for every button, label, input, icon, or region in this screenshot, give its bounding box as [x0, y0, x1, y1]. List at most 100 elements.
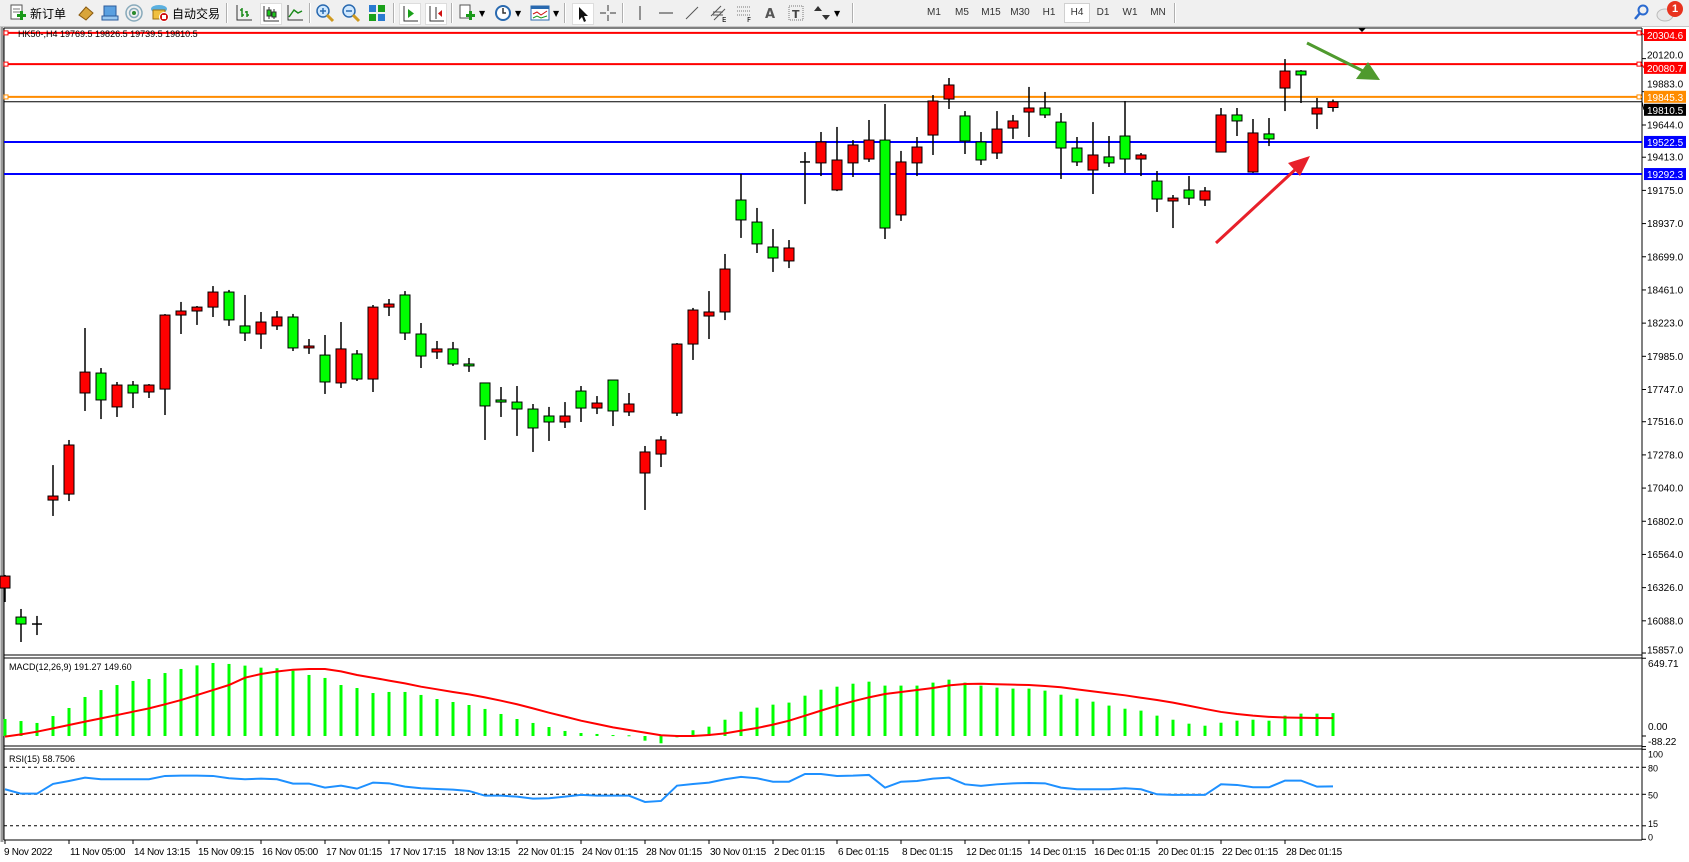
time-label: 18 Nov 13:15 — [454, 847, 511, 858]
candle-body — [239, 325, 251, 334]
candle-body — [223, 291, 235, 321]
time-label: 17 Nov 17:15 — [390, 847, 447, 858]
level-price-label: 20304.6 — [1647, 31, 1684, 42]
chevron-down-icon[interactable]: ▼ — [515, 8, 522, 18]
price-chart[interactable]: 20120.0 19883.0 19644.0 19413.0 19175.0 18937… — [0, 27, 1689, 862]
macd-histogram-bar — [291, 670, 295, 736]
toolbar-separator — [852, 3, 854, 23]
label-leader — [1641, 101, 1645, 110]
timeframe-m15[interactable]: M15 — [981, 7, 1001, 18]
market-watch-button[interactable] — [76, 3, 96, 23]
chart-shift-marker[interactable] — [1358, 28, 1366, 32]
tile-windows-button[interactable] — [367, 3, 387, 23]
candle-body — [559, 415, 571, 423]
candle-body — [671, 343, 683, 414]
macd-histogram-bar — [419, 694, 423, 736]
candle-body — [95, 372, 107, 401]
candle-body — [1103, 156, 1115, 164]
indicators-button[interactable]: ▼ — [457, 3, 485, 23]
macd-histogram-bar — [819, 689, 823, 736]
price-tick-label: 16088.0 — [1647, 616, 1684, 627]
new-order-label: 新订单 — [30, 6, 67, 21]
macd-histogram-bar — [115, 685, 119, 736]
trendline-button[interactable] — [682, 3, 702, 23]
candle-body — [783, 247, 795, 262]
chevron-down-icon[interactable]: ▼ — [479, 8, 486, 18]
line-anchor-handle[interactable] — [3, 30, 9, 36]
templates-button[interactable]: ▼ — [529, 3, 559, 23]
horizontal-line-button[interactable] — [656, 3, 676, 23]
line-anchor-handle[interactable] — [1636, 94, 1642, 100]
auto-scroll-button[interactable] — [399, 3, 421, 25]
candle-body — [735, 199, 747, 221]
zoom-in-button[interactable] — [315, 3, 335, 23]
search-button[interactable] — [1632, 3, 1650, 23]
price-tick-label: 18699.0 — [1647, 252, 1684, 263]
text-button[interactable]: A — [760, 3, 780, 23]
candle-body — [127, 384, 139, 394]
crosshair-button[interactable] — [598, 3, 618, 23]
chart-shift-button[interactable] — [425, 3, 447, 25]
timeframe-d1[interactable]: D1 — [1096, 7, 1110, 18]
candle-body — [703, 311, 715, 317]
fibonacci-button[interactable]: F — [734, 3, 754, 23]
timeframe-mn[interactable]: MN — [1150, 7, 1166, 18]
macd-axis-label: 649.71 — [1648, 659, 1679, 670]
timeframe-h4[interactable]: H4 — [1064, 3, 1090, 23]
macd-histogram-bar — [563, 730, 567, 736]
candle-body — [543, 415, 555, 423]
macd-histogram-bar — [3, 719, 7, 736]
navigator-button[interactable] — [124, 3, 144, 23]
chevron-down-icon[interactable]: ▼ — [834, 8, 841, 18]
periods-button[interactable]: ▼ — [493, 3, 521, 23]
notification-badge: 1 — [1667, 1, 1683, 17]
equidistant-channel-button[interactable]: E — [708, 3, 728, 23]
macd-histogram-bar — [1091, 701, 1095, 736]
time-label: 8 Dec 01:15 — [902, 847, 953, 858]
timeframe-m1[interactable]: M1 — [927, 7, 941, 18]
candle-body — [655, 439, 667, 455]
macd-histogram-bar — [467, 705, 471, 736]
price-tick-label: 18937.0 — [1647, 219, 1684, 230]
new-order-button[interactable]: 新订单 — [8, 3, 66, 23]
text-label-button[interactable]: T — [786, 3, 806, 23]
timeframe-h1[interactable]: H1 — [1042, 7, 1056, 18]
line-anchor-handle[interactable] — [3, 94, 9, 100]
macd-histogram-bar — [867, 681, 871, 736]
price-tick-label: 15857.0 — [1647, 646, 1684, 657]
candle-body — [367, 306, 379, 380]
auto-trading-button[interactable]: 自动交易 — [150, 3, 220, 23]
candle-body — [175, 310, 187, 316]
line-anchor-handle[interactable] — [3, 61, 9, 67]
candlestick-button[interactable] — [260, 3, 282, 25]
macd-histogram-bar — [131, 680, 135, 736]
timeframe-m30[interactable]: M30 — [1010, 7, 1030, 18]
macd-histogram-bar — [1155, 715, 1159, 736]
annotation-arrow-green[interactable] — [1306, 41, 1366, 74]
symbol-info: HK50-,H4 19769.5 19826.5 19739.5 19810.5 — [18, 29, 198, 39]
timeframe-w1[interactable]: W1 — [1122, 7, 1138, 18]
line-anchor-handle[interactable] — [1636, 61, 1642, 67]
level-price-label-box — [1644, 90, 1686, 103]
level-price-label: 19522.5 — [1647, 138, 1684, 149]
zoom-out-button[interactable] — [341, 3, 361, 23]
vertical-line-button[interactable] — [630, 3, 650, 23]
toolbar-separator — [226, 3, 228, 23]
candle-body — [607, 379, 619, 412]
tile-windows-icon — [369, 5, 385, 21]
line-chart-button[interactable] — [285, 3, 305, 23]
data-window-button[interactable] — [100, 3, 120, 23]
cursor-button[interactable] — [572, 3, 594, 25]
macd-histogram-bar — [355, 688, 359, 736]
candle-body — [991, 128, 1003, 154]
chevron-down-icon[interactable]: ▼ — [553, 8, 560, 18]
timeframe-m5[interactable]: M5 — [955, 7, 969, 18]
macd-histogram-bar — [227, 663, 231, 736]
line-anchor-handle[interactable] — [1636, 30, 1642, 36]
candle-body — [639, 451, 651, 474]
macd-histogram-bar — [899, 685, 903, 736]
arrows-button[interactable]: ▼ — [812, 3, 840, 23]
time-label: 16 Dec 01:15 — [1094, 847, 1151, 858]
annotation-arrow-red[interactable] — [1214, 165, 1300, 245]
bar-chart-button[interactable] — [234, 3, 254, 23]
